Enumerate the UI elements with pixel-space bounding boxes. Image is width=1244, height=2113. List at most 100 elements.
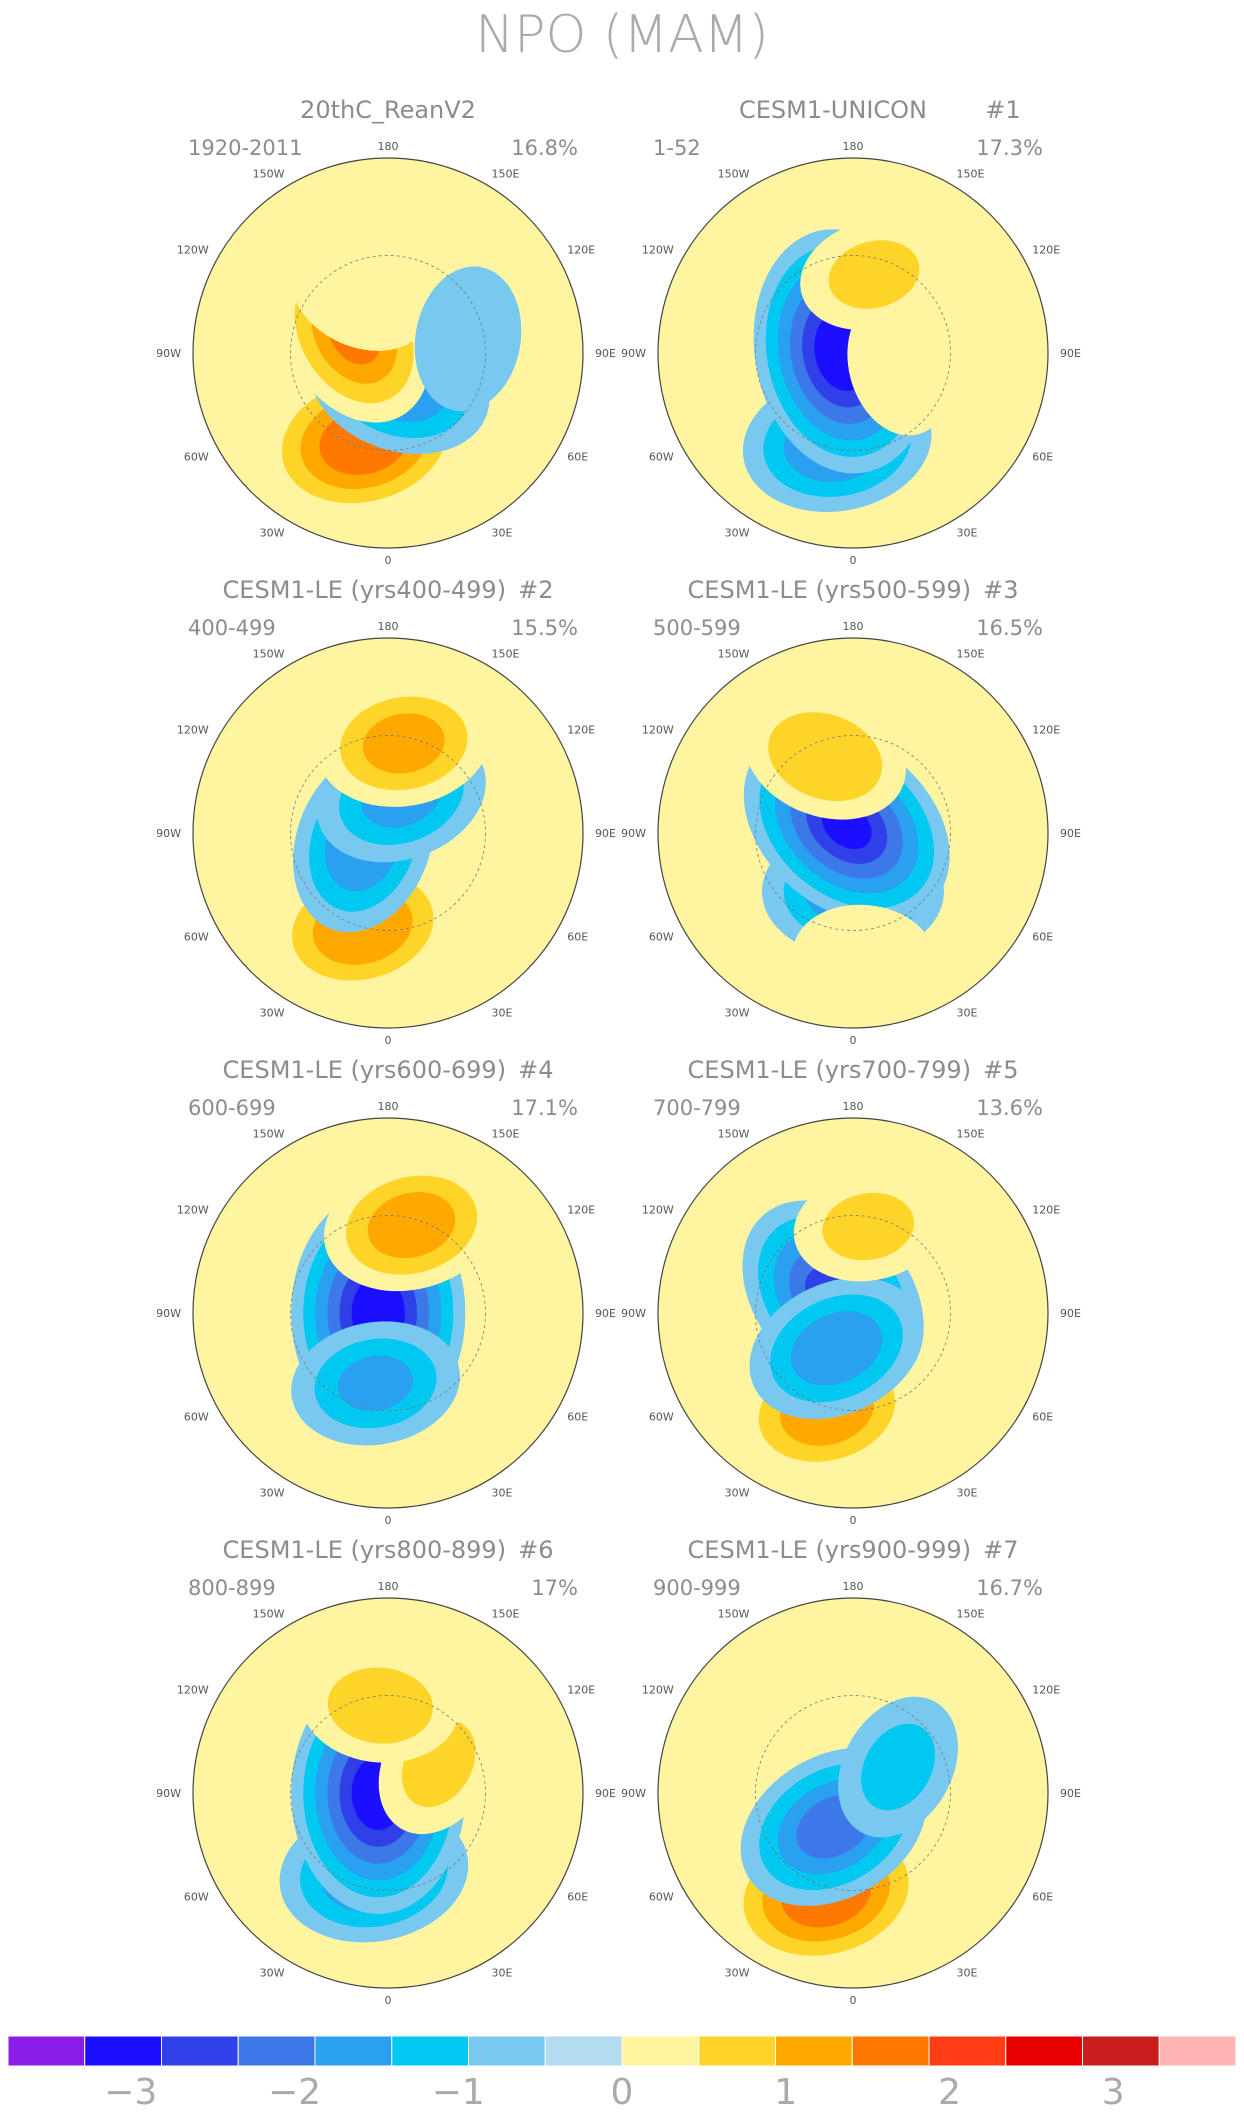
map-outline xyxy=(657,637,1049,1029)
latitude-circle xyxy=(290,1695,486,1891)
longitude-label: 120E xyxy=(567,1204,595,1217)
anomaly-band xyxy=(792,904,935,1008)
panel-6: 180 150E 120E 90E 60E 30E 0 30W 60W 90W 120W 150W CE… xyxy=(621,1056,1081,1527)
map-outline xyxy=(657,1117,1049,1509)
panel-tag: #1 xyxy=(985,96,1020,124)
latitude-circle xyxy=(755,255,951,451)
panel-title: CESM1-LE (yrs700-799) xyxy=(688,1056,972,1084)
longitude-label: 90W xyxy=(156,347,181,360)
longitude-label: 30E xyxy=(492,1006,513,1019)
colorbar-swatch xyxy=(314,2035,393,2067)
colorbar-tick-label: 3 xyxy=(1102,2072,1125,2113)
panel-variance: 16.7% xyxy=(976,1576,1043,1600)
longitude-label: 90W xyxy=(156,1787,181,1800)
longitude-label: 150E xyxy=(492,1128,520,1141)
longitude-label: 90W xyxy=(156,827,181,840)
latitude-circle xyxy=(290,255,486,451)
longitude-label: 90E xyxy=(1060,1307,1081,1320)
longitude-label: 60W xyxy=(649,931,674,944)
panel-tag: #4 xyxy=(518,1056,553,1084)
colorbar-swatch xyxy=(468,2035,546,2067)
anomaly-band xyxy=(847,295,953,436)
panel-title: CESM1-LE (yrs500-599) xyxy=(688,576,972,604)
colorbar-swatch xyxy=(161,2035,239,2067)
longitude-label: 120W xyxy=(177,1204,209,1217)
longitude-label: 60W xyxy=(184,931,209,944)
longitude-label: 150W xyxy=(718,648,750,661)
longitude-label: 150E xyxy=(957,1608,985,1621)
panel-8: 180 150E 120E 90E 60E 30E 0 30W 60W 90W 120W 150W CE… xyxy=(621,1536,1081,2007)
longitude-label: 0 xyxy=(850,1514,857,1527)
anomaly-band xyxy=(768,712,883,802)
colorbar-tick-label: −1 xyxy=(432,2072,485,2113)
longitude-label: 0 xyxy=(385,1034,392,1047)
figure-title: NPO (MAM) xyxy=(475,5,769,65)
longitude-label: 150W xyxy=(253,1128,285,1141)
panel-1: 180 150E 120E 90E 60E 30E 0 30W 60W 90W 120W 150W 20… xyxy=(156,96,616,567)
colorbar-tick-label: 0 xyxy=(611,2072,634,2113)
panel-title: CESM1-LE (yrs800-899) xyxy=(223,1536,507,1564)
panel-period: 700-799 xyxy=(653,1096,741,1120)
panel-period: 1920-2011 xyxy=(188,136,302,160)
colorbar: −3 −2 −1 0 1 2 3 xyxy=(7,2035,1237,2113)
longitude-label: 90E xyxy=(1060,1787,1081,1800)
colorbar-tick-label: 1 xyxy=(774,2072,797,2113)
map-outline xyxy=(657,1597,1049,1989)
panel-variance: 16.8% xyxy=(511,136,578,160)
map-outline xyxy=(192,637,584,1029)
longitude-label: 30E xyxy=(957,526,978,539)
longitude-label: 60W xyxy=(184,1411,209,1424)
field xyxy=(193,638,583,1028)
longitude-label: 30E xyxy=(492,1486,513,1499)
longitude-label: 120W xyxy=(642,724,674,737)
longitude-label: 150W xyxy=(718,1128,750,1141)
longitude-label: 60W xyxy=(649,1891,674,1904)
panel-title: CESM1-LE (yrs900-999) xyxy=(688,1536,972,1564)
panel-title: 20thC_ReanV2 xyxy=(300,96,476,124)
longitude-label: 150W xyxy=(718,1608,750,1621)
colorbar-tick-label: −2 xyxy=(268,2072,321,2113)
panel-title-group: CESM1-LE (yrs400-499) #2 xyxy=(223,576,554,604)
panel-3: 180 150E 120E 90E 60E 30E 0 30W 60W 90W 120W 150W CE… xyxy=(156,576,616,1047)
panel-variance: 17.1% xyxy=(511,1096,578,1120)
colorbar-tick-label: −3 xyxy=(104,2072,157,2113)
longitude-label: 60E xyxy=(567,451,588,464)
longitude-label: 0 xyxy=(385,1514,392,1527)
panel-variance: 16.5% xyxy=(976,616,1043,640)
longitude-label: 30W xyxy=(260,1006,285,1019)
longitude-label: 0 xyxy=(850,1994,857,2007)
longitude-label: 150W xyxy=(253,648,285,661)
longitude-label: 30E xyxy=(492,1966,513,1979)
longitude-label: 60E xyxy=(567,1891,588,1904)
longitude-label: 180 xyxy=(843,1580,864,1593)
longitude-label: 150E xyxy=(492,1608,520,1621)
longitude-label: 30E xyxy=(957,1006,978,1019)
colorbar-swatch xyxy=(544,2035,623,2067)
longitude-label: 60E xyxy=(1032,1891,1053,1904)
latitude-circle xyxy=(755,735,951,931)
longitude-label: 60E xyxy=(1032,1411,1053,1424)
panel-7: 180 150E 120E 90E 60E 30E 0 30W 60W 90W 120W 150W CE… xyxy=(156,1536,616,2007)
map-outline xyxy=(192,1597,584,1989)
longitude-label: 30W xyxy=(260,1486,285,1499)
longitude-label: 120E xyxy=(1032,724,1060,737)
panel-period: 500-599 xyxy=(653,616,741,640)
latitude-circle xyxy=(290,1215,486,1411)
longitude-label: 120E xyxy=(1032,1204,1060,1217)
anomaly-band xyxy=(362,713,445,774)
panel-tag: #6 xyxy=(518,1536,553,1564)
longitude-label: 90E xyxy=(1060,827,1081,840)
longitude-label: 120W xyxy=(177,244,209,257)
colorbar-swatch xyxy=(1158,2035,1237,2067)
panel-title: CESM1-LE (yrs600-699) xyxy=(223,1056,507,1084)
longitude-label: 180 xyxy=(378,1100,399,1113)
longitude-label: 150E xyxy=(492,648,520,661)
longitude-label: 90W xyxy=(621,1787,646,1800)
longitude-label: 60W xyxy=(184,1891,209,1904)
longitude-label: 180 xyxy=(378,140,399,153)
longitude-label: 90E xyxy=(595,347,616,360)
colorbar-swatch xyxy=(1005,2035,1083,2067)
colorbar-swatch xyxy=(698,2035,776,2067)
longitude-label: 150W xyxy=(718,168,750,181)
longitude-label: 90E xyxy=(1060,347,1081,360)
